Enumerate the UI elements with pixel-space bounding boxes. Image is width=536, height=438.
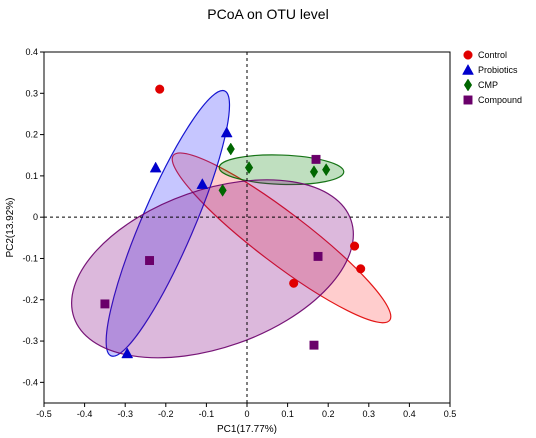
x-axis-ticks: -0.5 -0.4 -0.3 -0.2 -0.1 0 0.1 0.2 0.3 0.4 0.5 [36, 403, 456, 419]
y-tick-label: 0 [33, 212, 38, 222]
y-tick-label: -0.3 [22, 336, 38, 346]
y-tick-label: -0.1 [22, 253, 38, 263]
control-data-point [289, 278, 299, 288]
control-data-point [155, 84, 165, 94]
x-tick-label: -0.5 [36, 409, 52, 419]
chart-title: PCoA on OTU level [207, 6, 329, 22]
probiotics-data-point [149, 161, 162, 173]
legend: Control Probiotics CMP Compound [462, 50, 522, 105]
compound-confidence-ellipse [49, 146, 377, 392]
x-tick-label: 0 [244, 409, 249, 419]
probiotics-confidence-ellipse [87, 80, 248, 366]
y-axis-ticks: 0.4 0.3 0.2 0.1 0 -0.1 -0.2 -0.3 -0.4 [22, 47, 44, 387]
cmp-data-point [309, 165, 319, 179]
probiotics-data-point [121, 347, 134, 359]
compound-data-point [100, 299, 110, 309]
probiotics-legend-marker [462, 63, 474, 75]
y-axis-label: PC2(13.92%) [5, 197, 16, 257]
cmp-data-point [226, 142, 235, 156]
legend-label: Control [478, 50, 507, 60]
legend-label: Probiotics [478, 65, 518, 75]
cmp-data-point [322, 163, 331, 177]
x-tick-label: -0.4 [77, 409, 93, 419]
y-tick-label: 0.1 [25, 171, 38, 181]
control-data-point [356, 264, 366, 274]
point-layer [100, 84, 366, 359]
legend-label: Compound [478, 95, 522, 105]
compound-legend-marker [463, 95, 473, 105]
compound-data-point [311, 154, 321, 164]
compound-data-point [145, 256, 155, 265]
probiotics-data-point [196, 178, 209, 189]
compound-data-point [313, 251, 323, 261]
y-tick-label: 0.4 [25, 47, 38, 57]
x-tick-label: 0.3 [363, 409, 376, 419]
y-tick-label: -0.2 [22, 295, 38, 305]
legend-label: CMP [478, 80, 498, 90]
probiotics-data-point [220, 126, 233, 138]
cmp-legend-marker [463, 78, 473, 92]
x-tick-label: 0.5 [444, 409, 457, 419]
x-axis-label: PC1(17.77%) [217, 424, 277, 435]
x-tick-label: -0.2 [158, 409, 174, 419]
y-tick-label: 0.2 [25, 130, 38, 140]
y-tick-label: -0.4 [22, 377, 38, 387]
x-tick-label: 0.1 [281, 409, 294, 419]
cmp-data-point [244, 161, 254, 175]
control-data-point [350, 241, 360, 251]
compound-data-point [309, 340, 319, 350]
x-tick-label: -0.1 [199, 409, 215, 419]
x-tick-label: -0.3 [117, 409, 133, 419]
cmp-data-point [218, 183, 227, 197]
x-tick-label: 0.2 [322, 409, 335, 419]
control-legend-marker [463, 50, 473, 60]
y-tick-label: 0.3 [25, 88, 38, 98]
ellipse-layer [49, 80, 405, 392]
x-tick-label: 0.4 [403, 409, 416, 419]
